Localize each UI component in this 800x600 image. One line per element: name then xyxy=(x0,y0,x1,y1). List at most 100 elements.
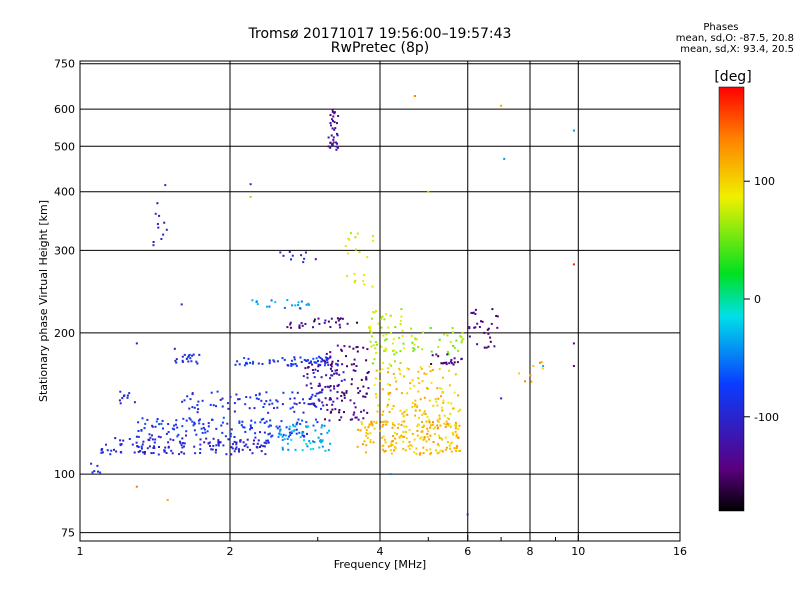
data-point xyxy=(427,190,430,193)
data-point xyxy=(421,430,424,433)
data-point xyxy=(352,347,355,350)
data-point xyxy=(222,416,225,419)
data-point xyxy=(408,441,411,444)
data-point xyxy=(450,402,453,405)
data-point xyxy=(458,424,461,427)
data-point xyxy=(387,392,390,394)
data-point xyxy=(244,430,247,433)
data-point xyxy=(372,344,375,347)
data-point xyxy=(530,380,533,383)
data-point xyxy=(386,383,389,386)
data-point xyxy=(474,308,477,311)
data-point xyxy=(503,157,506,160)
data-point xyxy=(193,406,196,409)
data-point xyxy=(326,385,329,388)
data-point xyxy=(202,423,205,426)
data-point xyxy=(281,448,284,451)
data-point xyxy=(441,438,444,441)
data-point xyxy=(244,403,247,406)
data-point xyxy=(462,338,465,340)
data-point xyxy=(331,127,334,130)
data-point xyxy=(342,371,345,374)
data-point xyxy=(260,444,263,447)
data-point xyxy=(326,361,329,364)
data-point xyxy=(317,363,320,366)
data-point xyxy=(364,426,367,429)
data-point xyxy=(341,399,343,402)
data-point xyxy=(143,452,146,455)
data-point xyxy=(321,424,324,427)
data-point xyxy=(487,327,490,330)
data-point xyxy=(434,398,437,401)
data-point xyxy=(359,390,362,393)
data-point xyxy=(279,251,282,254)
data-point xyxy=(333,111,336,114)
data-point xyxy=(343,345,346,348)
data-point xyxy=(400,315,403,318)
data-point xyxy=(447,401,450,404)
data-point xyxy=(156,418,159,420)
data-point xyxy=(311,393,314,396)
data-point xyxy=(207,422,210,425)
data-point xyxy=(452,407,454,410)
data-point xyxy=(425,387,428,390)
data-point xyxy=(293,358,296,361)
data-point xyxy=(380,326,383,329)
data-point xyxy=(403,410,406,413)
data-point xyxy=(401,329,404,332)
grid-lines xyxy=(80,61,680,541)
data-point xyxy=(362,395,365,398)
colorbar-tick-label: -100 xyxy=(754,411,779,424)
data-point xyxy=(380,345,383,348)
colorbar-tick-label: 0 xyxy=(754,293,761,306)
data-point xyxy=(461,331,464,334)
data-point xyxy=(331,108,334,111)
data-point xyxy=(481,320,484,323)
data-point xyxy=(179,440,181,443)
data-point xyxy=(400,392,403,395)
data-point xyxy=(436,404,439,407)
data-point xyxy=(341,363,344,366)
data-point xyxy=(406,367,409,370)
data-point xyxy=(411,405,414,408)
data-point xyxy=(366,256,369,259)
data-point xyxy=(491,308,494,311)
data-point xyxy=(331,144,334,147)
data-point xyxy=(304,251,307,254)
data-point xyxy=(226,402,229,405)
data-point xyxy=(447,352,450,355)
data-point xyxy=(230,428,233,431)
data-point xyxy=(367,387,370,390)
data-point xyxy=(206,430,209,433)
data-point xyxy=(380,316,383,319)
data-point xyxy=(392,423,395,426)
data-point xyxy=(385,338,388,341)
data-point xyxy=(153,445,155,448)
data-point xyxy=(415,447,418,450)
data-point xyxy=(283,438,286,441)
data-point xyxy=(301,432,303,435)
data-point xyxy=(317,360,319,362)
data-point xyxy=(284,434,287,437)
data-point xyxy=(300,322,303,325)
data-point xyxy=(283,358,286,361)
data-point xyxy=(372,420,375,423)
data-point xyxy=(399,372,402,375)
data-point xyxy=(173,347,176,350)
data-point xyxy=(154,438,157,441)
data-point xyxy=(160,422,163,425)
data-point xyxy=(235,441,238,444)
data-point xyxy=(301,324,304,327)
data-point xyxy=(309,442,312,445)
y-tick-label: 400 xyxy=(54,186,75,199)
data-point xyxy=(387,393,390,396)
data-point xyxy=(180,303,183,306)
data-point xyxy=(413,405,416,408)
data-point xyxy=(171,427,174,430)
data-point xyxy=(282,391,285,394)
data-point xyxy=(313,441,316,444)
data-point xyxy=(151,438,154,441)
data-point xyxy=(489,336,492,339)
data-point xyxy=(330,362,333,365)
data-point xyxy=(337,383,340,386)
